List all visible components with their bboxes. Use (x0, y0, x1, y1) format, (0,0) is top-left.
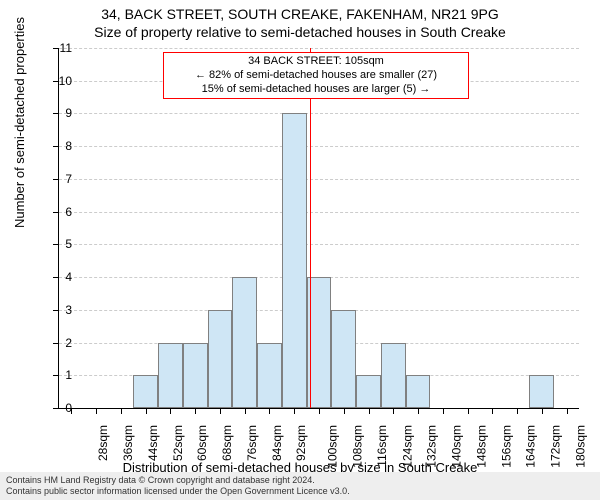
x-tick (517, 408, 518, 414)
histogram-bar (282, 113, 307, 408)
x-tick (195, 408, 196, 414)
x-tick (492, 408, 493, 414)
y-tick-label: 4 (52, 270, 72, 284)
y-tick-label: 1 (52, 368, 72, 382)
title-subtitle: Size of property relative to semi-detach… (0, 24, 600, 40)
x-tick (542, 408, 543, 414)
x-tick-label: 68sqm (220, 425, 234, 461)
x-tick (121, 408, 122, 414)
plot-area: 28sqm36sqm44sqm52sqm60sqm68sqm76sqm84sqm… (58, 48, 579, 409)
y-axis-label: Number of semi-detached properties (12, 17, 27, 228)
histogram-bar (529, 375, 554, 408)
x-tick (443, 408, 444, 414)
histogram-bar (232, 277, 257, 408)
x-tick (344, 408, 345, 414)
x-tick-label: 84sqm (270, 425, 284, 461)
gridline (59, 212, 579, 213)
y-tick-label: 10 (52, 74, 72, 88)
footer-line2: Contains public sector information licen… (6, 486, 594, 497)
x-tick (369, 408, 370, 414)
reference-line (310, 48, 311, 408)
x-tick (245, 408, 246, 414)
chart-container: 34, BACK STREET, SOUTH CREAKE, FAKENHAM,… (0, 0, 600, 500)
y-tick-label: 2 (52, 336, 72, 350)
histogram-bar (381, 343, 406, 408)
gridline (59, 179, 579, 180)
x-tick-label: 76sqm (245, 425, 259, 461)
x-tick (567, 408, 568, 414)
y-tick-label: 7 (52, 172, 72, 186)
histogram-bar (208, 310, 233, 408)
title-address: 34, BACK STREET, SOUTH CREAKE, FAKENHAM,… (0, 6, 600, 22)
annotation-line: 34 BACK STREET: 105sqm (168, 55, 464, 69)
x-tick (269, 408, 270, 414)
x-tick (319, 408, 320, 414)
y-tick-label: 6 (52, 205, 72, 219)
annotation-box: 34 BACK STREET: 105sqm← 82% of semi-deta… (163, 52, 469, 99)
annotation-line: ← 82% of semi-detached houses are smalle… (168, 69, 464, 83)
x-tick-label: 36sqm (121, 425, 135, 461)
x-tick (468, 408, 469, 414)
x-tick-label: 28sqm (96, 425, 110, 461)
histogram-bar (133, 375, 158, 408)
x-tick-label: 60sqm (195, 425, 209, 461)
y-tick-label: 8 (52, 139, 72, 153)
x-tick (294, 408, 295, 414)
gridline (59, 146, 579, 147)
x-tick (146, 408, 147, 414)
gridline (59, 48, 579, 49)
x-tick (418, 408, 419, 414)
x-tick-label: 44sqm (146, 425, 160, 461)
histogram-bar (356, 375, 381, 408)
y-tick-label: 9 (52, 106, 72, 120)
histogram-bar (183, 343, 208, 408)
histogram-bar (406, 375, 431, 408)
gridline (59, 113, 579, 114)
footer-attribution: Contains HM Land Registry data © Crown c… (0, 472, 600, 500)
y-tick-label: 0 (52, 401, 72, 415)
x-tick (220, 408, 221, 414)
histogram-bar (158, 343, 183, 408)
y-tick-label: 11 (52, 41, 72, 55)
x-tick (170, 408, 171, 414)
y-tick-label: 3 (52, 303, 72, 317)
histogram-bar (257, 343, 282, 408)
x-tick-label: 92sqm (295, 425, 309, 461)
x-tick (393, 408, 394, 414)
x-tick-label: 52sqm (171, 425, 185, 461)
annotation-line: 15% of semi-detached houses are larger (… (168, 83, 464, 97)
x-tick (96, 408, 97, 414)
y-tick-label: 5 (52, 237, 72, 251)
histogram-bar (331, 310, 356, 408)
footer-line1: Contains HM Land Registry data © Crown c… (6, 475, 594, 486)
gridline (59, 244, 579, 245)
